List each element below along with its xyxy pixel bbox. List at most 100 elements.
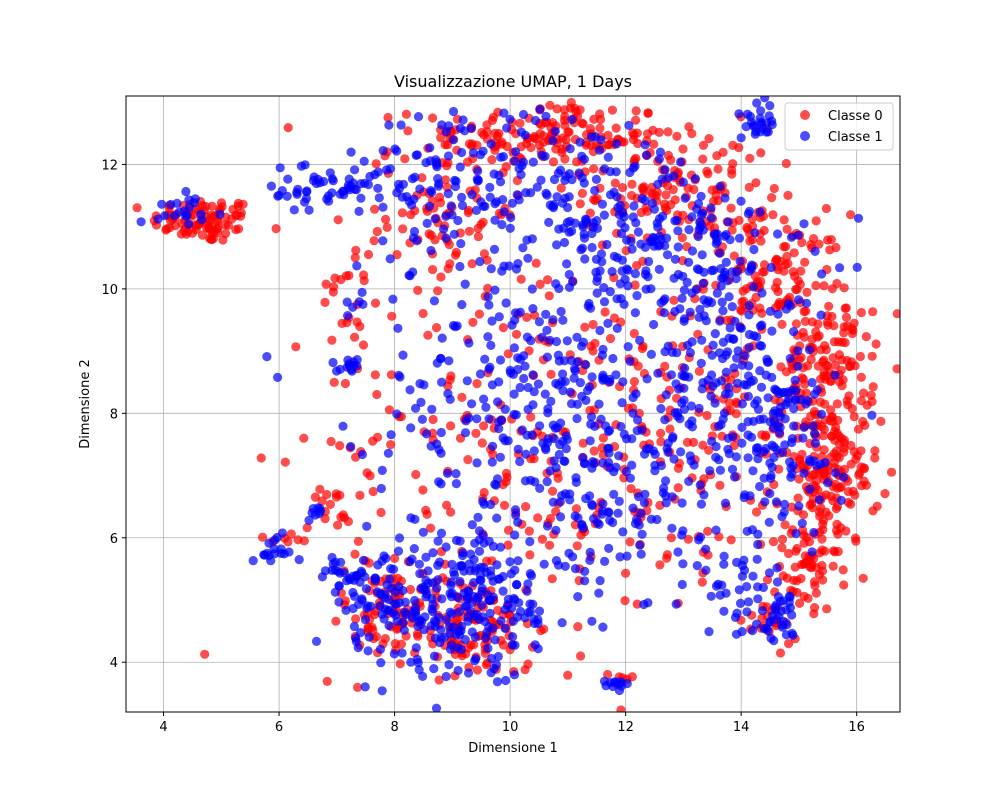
scatter-point (386, 370, 396, 380)
scatter-point (398, 617, 408, 627)
scatter-point (460, 126, 470, 136)
scatter-point (579, 233, 590, 243)
scatter-point (784, 591, 795, 601)
scatter-point (535, 279, 545, 289)
scatter-point (377, 465, 387, 475)
scatter-point (325, 499, 335, 509)
series-classe-1 (136, 96, 877, 712)
scatter-point (543, 408, 553, 418)
scatter-point (728, 140, 738, 150)
scatter-point (630, 269, 641, 279)
scatter-point (386, 564, 396, 574)
scatter-point (787, 469, 797, 479)
scatter-point (393, 546, 404, 556)
scatter-point (414, 665, 424, 675)
scatter-point (346, 441, 356, 452)
scatter-point (766, 262, 776, 273)
scatter-point (703, 296, 714, 306)
scatter-point (720, 231, 730, 241)
scatter-point (467, 627, 477, 637)
scatter-point (595, 109, 605, 119)
scatter-point (608, 353, 618, 364)
scatter-point (740, 351, 750, 361)
scatter-point (735, 256, 745, 266)
scatter-point (715, 248, 725, 258)
legend-marker-classe-1 (800, 131, 810, 141)
scatter-point (630, 308, 641, 318)
scatter-point (483, 292, 493, 302)
scatter-point (494, 417, 504, 427)
scatter-point (747, 626, 758, 636)
scatter-point (334, 581, 344, 591)
scatter-point (707, 350, 717, 360)
scatter-point (409, 544, 419, 554)
scatter-point (743, 597, 754, 607)
scatter-point (677, 530, 687, 540)
scatter-point (817, 269, 827, 279)
scatter-point (447, 210, 457, 220)
scatter-point (563, 670, 573, 680)
scatter-point (449, 567, 459, 577)
scatter-point (667, 523, 677, 533)
scatter-point (518, 109, 529, 120)
scatter-point (408, 267, 418, 277)
scatter-point (716, 281, 726, 291)
scatter-point (678, 559, 688, 569)
scatter-point (406, 210, 416, 220)
scatter-point (690, 174, 700, 184)
scatter-point (655, 147, 666, 157)
scatter-point (810, 429, 820, 439)
scatter-point (351, 245, 361, 255)
scatter-point (661, 190, 671, 200)
scatter-point (799, 306, 809, 317)
scatter-point (706, 213, 716, 223)
scatter-point (430, 214, 440, 224)
scatter-point (486, 139, 496, 149)
scatter-point (537, 534, 548, 544)
scatter-point (662, 553, 672, 563)
scatter-point (697, 250, 707, 260)
scatter-point (805, 484, 815, 494)
scatter-point (335, 364, 345, 374)
scatter-point (695, 480, 705, 490)
scatter-point (571, 504, 582, 514)
scatter-point (589, 446, 599, 456)
scatter-point (698, 154, 708, 164)
scatter-point (856, 372, 866, 382)
scatter-point (564, 127, 574, 137)
scatter-point (359, 156, 369, 166)
scatter-point (545, 466, 555, 476)
x-tick-label: 10 (502, 720, 519, 735)
scatter-point (513, 517, 523, 527)
scatter-point (763, 357, 774, 367)
scatter-point (492, 677, 503, 687)
scatter-point (562, 336, 572, 346)
scatter-point (757, 606, 768, 616)
scatter-point (466, 549, 476, 559)
scatter-point (673, 483, 683, 493)
scatter-point (421, 158, 431, 168)
scatter-point (722, 315, 732, 326)
scatter-point (850, 533, 861, 543)
scatter-point (407, 554, 417, 564)
scatter-point (310, 492, 320, 502)
scatter-point (546, 369, 556, 379)
scatter-point (314, 508, 324, 519)
scatter-point (715, 316, 725, 326)
scatter-point (730, 472, 740, 482)
scatter-point (471, 428, 481, 438)
scatter-point (428, 265, 438, 275)
scatter-point (443, 151, 454, 161)
scatter-point (585, 124, 596, 134)
scatter-point (799, 468, 809, 478)
scatter-point (510, 315, 520, 325)
scatter-point (507, 632, 518, 642)
scatter-point (475, 570, 486, 581)
scatter-point (414, 559, 424, 569)
scatter-point (654, 154, 665, 164)
scatter-point (436, 528, 447, 538)
scatter-point (791, 319, 802, 329)
scatter-point (774, 408, 784, 418)
scatter-point (713, 164, 723, 174)
